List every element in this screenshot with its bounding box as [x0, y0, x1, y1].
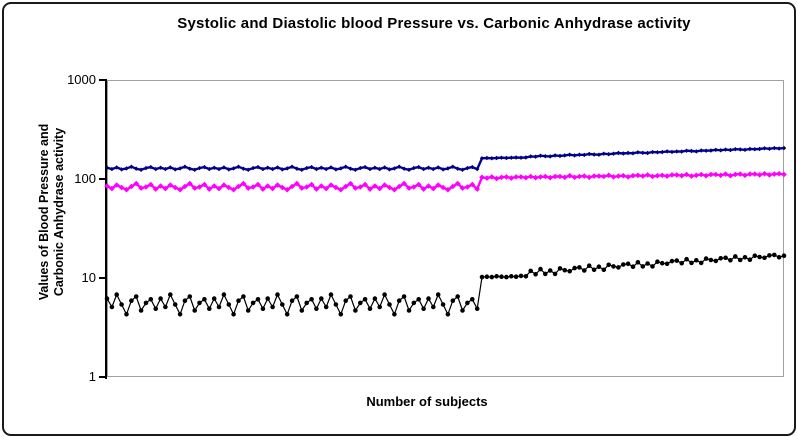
y-tick-mark-1000 — [99, 79, 107, 81]
chart-title: Systolic and Diastolic blood Pressure vs… — [177, 15, 691, 32]
y-tick-label-10: 10 — [81, 270, 96, 285]
x-axis-label: Number of subjects — [366, 394, 488, 409]
y-tick-mark-1 — [99, 376, 107, 378]
y-tick-label-1: 1 — [88, 369, 96, 384]
y-tick-mark-100 — [99, 178, 107, 180]
plot-area — [107, 80, 784, 377]
y-tick-mark-10 — [99, 277, 107, 279]
y-tick-label-100: 100 — [74, 171, 96, 186]
y-tick-label-1000: 1000 — [67, 72, 96, 87]
y-axis-line — [105, 79, 107, 379]
